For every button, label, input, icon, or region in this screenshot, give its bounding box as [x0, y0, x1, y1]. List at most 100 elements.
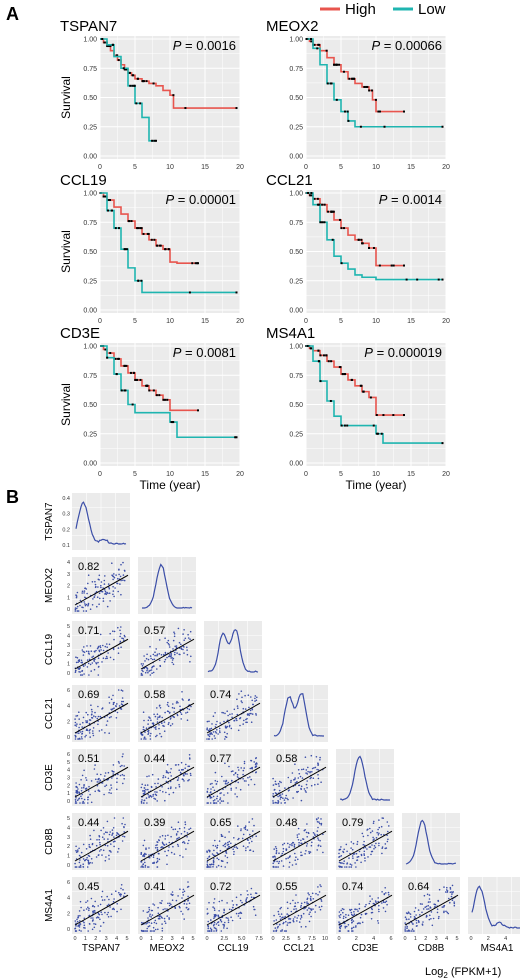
scatter-point — [285, 849, 288, 851]
scatter-point — [148, 909, 151, 911]
scatter-point — [75, 802, 78, 804]
scatter-point — [340, 846, 342, 848]
scatter-point — [161, 927, 164, 930]
scatter-point — [228, 765, 230, 768]
scatter-point — [280, 860, 283, 862]
density-cell-ccl19 — [204, 621, 262, 678]
scatter-point — [255, 762, 258, 764]
scatter-point — [144, 731, 146, 733]
scatter-point — [293, 843, 296, 846]
scatter-point — [243, 760, 246, 763]
pairs-x-tick-label: 1 — [414, 936, 417, 942]
scatter-point — [159, 704, 161, 707]
scatter-point — [359, 916, 362, 919]
scatter-point — [308, 907, 310, 909]
scatter-point — [279, 930, 282, 932]
scatter-point — [206, 738, 208, 740]
scatter-point — [436, 911, 439, 914]
scatter-point — [437, 900, 440, 902]
scatter-point — [152, 856, 155, 858]
scatter-point — [371, 908, 374, 911]
scatter-point — [224, 866, 226, 868]
scatter-point — [145, 738, 147, 740]
scatter-point — [277, 802, 279, 804]
scatter-point — [153, 713, 155, 716]
scatter-point — [93, 923, 95, 925]
scatter-point — [220, 859, 223, 862]
scatter-point — [412, 923, 414, 925]
scatter-point — [157, 782, 159, 785]
scatter-point — [94, 580, 96, 583]
km-y-tick-label: 0.00 — [83, 308, 97, 315]
scatter-point — [159, 732, 161, 735]
scatter-point — [175, 702, 178, 704]
scatter-point — [307, 892, 310, 894]
fit-line — [74, 830, 129, 862]
scatter-point — [254, 697, 256, 700]
scatter-point — [386, 840, 389, 843]
scatter-point — [294, 777, 296, 779]
scatter-point — [278, 913, 280, 915]
scatter-point — [94, 650, 96, 653]
scatter-point — [230, 789, 232, 791]
scatter-point — [409, 916, 412, 918]
scatter-point — [443, 886, 445, 888]
scatter-point — [102, 600, 105, 602]
scatter-point — [113, 836, 115, 838]
scatter-point — [87, 582, 89, 585]
scatter-point — [99, 597, 101, 600]
scatter-point — [211, 853, 214, 855]
scatter-point — [223, 927, 225, 929]
scatter-point — [304, 790, 307, 792]
scatter-point — [119, 635, 121, 638]
scatter-point — [106, 845, 109, 847]
scatter-point — [318, 906, 321, 908]
km-censor-mark — [102, 195, 105, 198]
scatter-point — [109, 789, 111, 791]
scatter-point — [81, 669, 84, 672]
scatter-point — [170, 893, 172, 895]
km-y-tick-label: 0.25 — [83, 278, 97, 285]
scatter-point — [186, 903, 188, 905]
scatter-point — [97, 715, 100, 718]
pairs-y-tick-label: 2 — [67, 584, 70, 590]
scatter-point — [212, 844, 214, 847]
scatter-point — [89, 663, 92, 666]
pairs-x-tick-label: 7.5 — [255, 936, 263, 942]
scatter-point — [282, 843, 284, 846]
km-y-tick-label: 0.25 — [289, 431, 303, 438]
scatter-point — [339, 927, 342, 930]
scatter-point — [292, 918, 295, 920]
scatter-point — [213, 858, 215, 860]
correlation-label: 0.57 — [144, 625, 165, 637]
scatter-point — [186, 646, 188, 649]
km-y-axis-label: Survival — [59, 76, 73, 119]
scatter-point — [149, 655, 152, 657]
scatter-point — [216, 857, 218, 859]
km-y-tick-label: 0.00 — [83, 461, 97, 468]
scatter-point — [75, 925, 77, 927]
scatter-point — [94, 583, 97, 586]
scatter-point — [150, 732, 152, 735]
pairs-y-tick-label: 2 — [67, 652, 70, 658]
scatter-point — [186, 711, 189, 714]
km-censor-mark — [382, 414, 385, 417]
km-y-tick-label: 0.50 — [289, 95, 303, 102]
scatter-point — [294, 782, 297, 784]
scatter-point — [305, 925, 307, 928]
scatter-point — [142, 790, 144, 792]
scatter-point — [95, 844, 98, 847]
scatter-point — [277, 910, 280, 913]
scatter-point — [387, 838, 389, 841]
scatter-point — [279, 780, 281, 783]
scatter-point — [140, 786, 143, 789]
scatter-point — [254, 908, 256, 911]
scatter-point — [156, 791, 158, 793]
scatter-point — [186, 886, 189, 888]
scatter-point — [143, 802, 145, 804]
scatter-point — [108, 702, 111, 704]
scatter-point — [369, 895, 371, 897]
scatter-point — [75, 594, 77, 596]
scatter-point — [85, 734, 87, 737]
